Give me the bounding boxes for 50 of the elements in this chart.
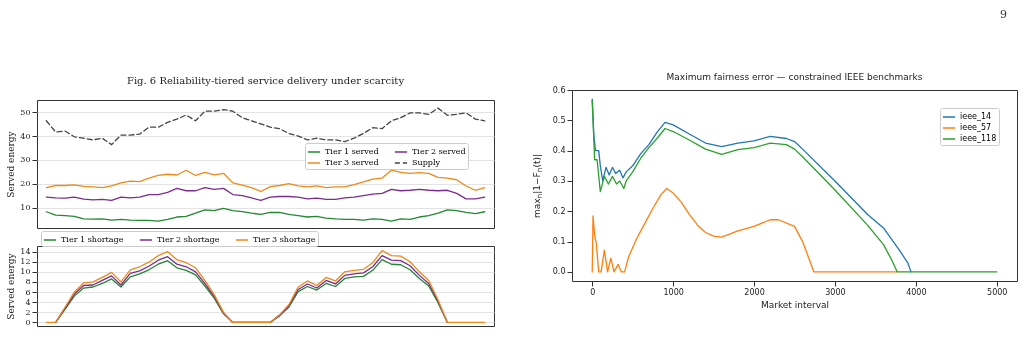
y-tick-label: 0 — [25, 317, 31, 327]
x-tick-label: 1000 — [663, 287, 684, 297]
x-tick-label: 0 — [590, 287, 596, 297]
x-tick-label: 5000 — [987, 287, 1008, 297]
y-tick-label: 12 — [20, 257, 31, 267]
y-tick-label: 0.3 — [552, 176, 566, 186]
line-series — [45, 249, 486, 324]
legend-label: Tier 1 shortage — [61, 235, 124, 244]
chart-title: Fig. 6 Reliability-tiered service delivery under scarcity — [126, 75, 405, 86]
legend-label: ieee_57 — [960, 123, 992, 132]
line-series — [591, 99, 998, 273]
x-tick-label: 4000 — [906, 287, 927, 297]
y-tick-label: 0.0 — [552, 267, 566, 277]
y-tick-label: 4 — [25, 297, 31, 307]
y-tick-label: 6 — [25, 287, 31, 297]
y-tick-label: 0.1 — [552, 237, 566, 247]
y-tick-label: 50 — [20, 107, 31, 117]
y-tick-label: 30 — [20, 155, 31, 165]
chart-title: Maximum fairness error — constrained IEEE benchmarks — [666, 72, 923, 82]
x-tick-label: 3000 — [825, 287, 846, 297]
line-series — [591, 98, 912, 273]
legend-label: Tier 2 shortage — [157, 235, 220, 244]
legend-label: Tier 1 served — [325, 147, 379, 156]
y-tick-label: 2 — [25, 307, 31, 317]
legend-label: ieee_118 — [960, 134, 997, 143]
legend-label: ieee_14 — [960, 112, 992, 121]
x-tick-label: 2000 — [744, 287, 765, 297]
y-tick-label: 20 — [20, 179, 31, 189]
line-series — [591, 187, 898, 273]
line-series — [45, 186, 486, 201]
y-tick-label: 14 — [20, 247, 31, 257]
line-series — [45, 207, 486, 222]
y-tick-label: 10 — [20, 203, 31, 213]
y-tick-label: 40 — [20, 131, 31, 141]
y-tick-label: 0.2 — [552, 206, 566, 216]
y-tick-label: 0.4 — [552, 146, 566, 156]
line-series — [45, 107, 486, 146]
y-axis-title: Served energy — [6, 252, 17, 320]
y-tick-label: 10 — [20, 267, 31, 277]
legend-label: Tier 2 served — [412, 147, 466, 156]
y-tick-label: 0.6 — [552, 85, 566, 95]
x-axis-title: Market interval — [760, 299, 830, 310]
line-series — [45, 169, 486, 193]
legend-label: Tier 3 shortage — [253, 235, 316, 244]
text: 9 — [1000, 8, 1007, 21]
legend-label: Supply — [412, 158, 441, 167]
y-axis-title: Served energy — [6, 130, 17, 198]
y-tick-label: 0.5 — [552, 115, 566, 125]
legend-label: Tier 3 served — [325, 158, 379, 167]
y-tick-label: 8 — [25, 277, 31, 287]
